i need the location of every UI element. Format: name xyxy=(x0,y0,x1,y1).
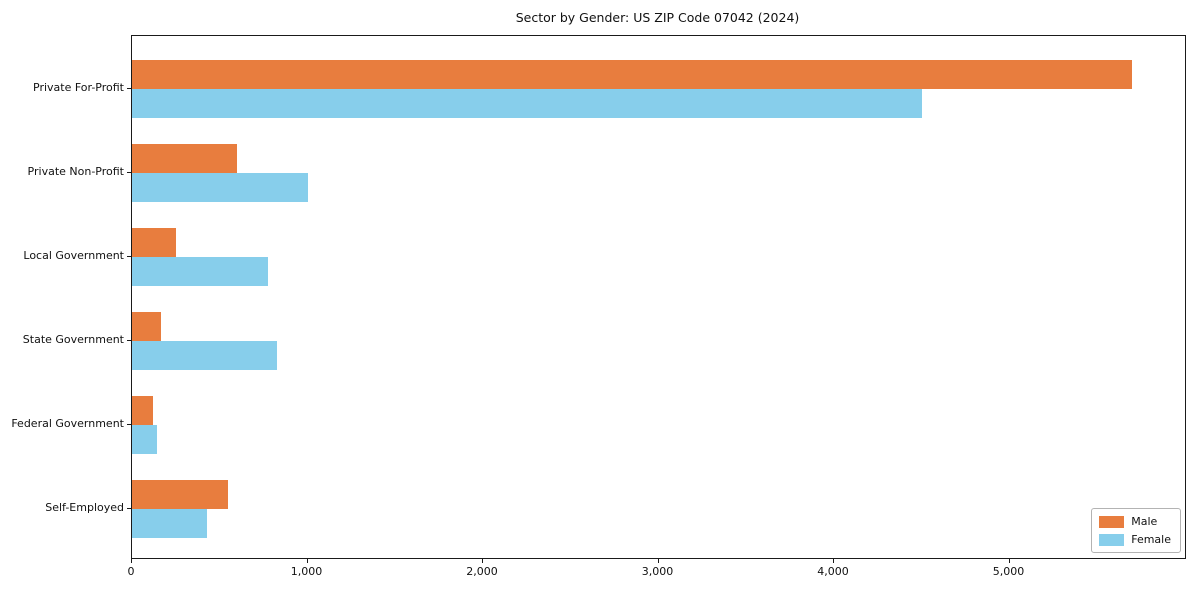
legend-item-female: Female xyxy=(1099,533,1171,546)
legend: Male Female xyxy=(1091,508,1181,553)
legend-label-female: Female xyxy=(1131,533,1171,546)
bar-female-state-government xyxy=(132,341,277,370)
y-tick-state-government xyxy=(127,340,131,341)
x-tick-0 xyxy=(131,559,132,563)
chart-title: Sector by Gender: US ZIP Code 07042 (202… xyxy=(515,10,800,25)
legend-item-male: Male xyxy=(1099,515,1171,528)
x-tick-label-5000: 5,000 xyxy=(992,565,1025,578)
y-tick-private-non-profit xyxy=(127,172,131,173)
bar-male-private-non-profit xyxy=(132,144,237,173)
y-axis-label-federal-government: Federal Government xyxy=(11,417,124,430)
x-tick-3000 xyxy=(657,559,659,563)
y-axis-label-local-government: Local Government xyxy=(23,249,124,262)
y-axis-label-state-government: State Government xyxy=(22,333,124,346)
y-tick-private-for-profit xyxy=(127,88,131,89)
bar-female-federal-government xyxy=(132,425,157,454)
y-axis-label-private-for-profit: Private For-Profit xyxy=(33,81,124,94)
bar-female-self-employed xyxy=(132,509,207,538)
y-tick-local-government xyxy=(127,256,131,257)
x-tick-2000 xyxy=(482,559,483,563)
plot-area: Male Female xyxy=(131,35,1186,559)
bar-male-federal-government xyxy=(132,396,153,425)
legend-swatch-female xyxy=(1099,533,1125,546)
x-tick-1000 xyxy=(306,559,308,563)
bar-female-private-non-profit xyxy=(132,173,308,202)
y-tick-self-employed xyxy=(127,508,131,509)
y-axis-label-self-employed: Self-Employed xyxy=(45,501,124,514)
bar-male-private-for-profit xyxy=(132,60,1132,89)
bar-male-local-government xyxy=(132,228,176,257)
x-tick-5000 xyxy=(1008,559,1010,563)
x-tick-4000 xyxy=(833,559,834,563)
x-tick-label-4000: 4,000 xyxy=(817,565,849,578)
bar-male-state-government xyxy=(132,312,161,341)
bar-male-self-employed xyxy=(132,480,228,509)
legend-label-male: Male xyxy=(1131,515,1158,528)
x-tick-label-3000: 3,000 xyxy=(641,565,674,578)
legend-swatch-male xyxy=(1099,515,1125,528)
x-tick-label-1000: 1,000 xyxy=(290,565,323,578)
y-axis-label-private-non-profit: Private Non-Profit xyxy=(27,165,124,178)
x-tick-label-2000: 2,000 xyxy=(466,565,498,578)
bar-female-local-government xyxy=(132,257,268,286)
x-tick-label-0: 0 xyxy=(127,565,135,578)
y-tick-federal-government xyxy=(127,424,131,425)
bar-female-private-for-profit xyxy=(132,89,922,118)
